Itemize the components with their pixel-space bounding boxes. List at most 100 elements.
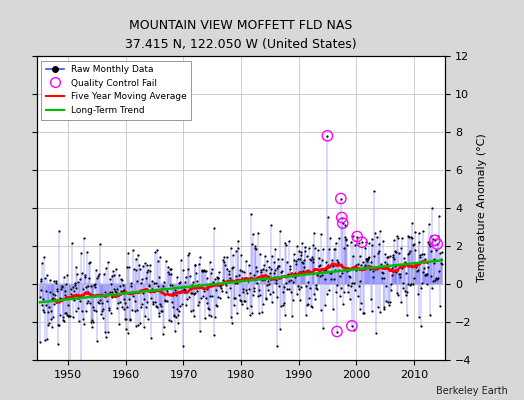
Point (161, 297, 169, 304)
Point (259, 262, 268, 268)
Point (206, 293, 214, 299)
Point (104, 259, 112, 265)
Point (260, 276, 269, 282)
Point (302, 312, 311, 318)
Point (183, 266, 192, 272)
Point (142, 304, 150, 310)
Point (46, 288, 54, 295)
Point (369, 268, 377, 274)
Point (239, 298, 248, 305)
Point (419, 228, 428, 234)
Point (297, 252, 305, 259)
Point (91, 281, 99, 288)
Point (269, 275, 277, 281)
Point (432, 274, 440, 281)
Point (244, 276, 252, 282)
Point (259, 301, 267, 308)
Point (132, 267, 140, 273)
Point (423, 239, 432, 246)
Point (284, 271, 292, 278)
Point (132, 323, 140, 330)
Point (296, 297, 304, 303)
Point (319, 246, 327, 252)
Point (243, 305, 251, 312)
Point (291, 258, 300, 264)
Point (134, 322, 143, 328)
Point (171, 292, 180, 298)
Point (405, 251, 413, 258)
Point (300, 264, 308, 270)
Point (139, 324, 148, 330)
Point (168, 282, 177, 288)
Point (217, 282, 225, 288)
Point (216, 295, 224, 301)
Point (287, 289, 296, 296)
Point (51, 292, 60, 298)
Point (413, 260, 421, 266)
Point (63, 312, 72, 318)
Point (228, 320, 237, 326)
Point (376, 228, 384, 234)
Point (339, 301, 347, 308)
Point (323, 133, 332, 139)
Point (66, 358, 74, 365)
Point (312, 282, 320, 288)
Point (176, 302, 184, 309)
Point (98, 300, 106, 306)
Point (188, 281, 196, 288)
Point (322, 266, 330, 272)
Title: MOUNTAIN VIEW MOFFETT FLD NAS
37.415 N, 122.050 W (United States): MOUNTAIN VIEW MOFFETT FLD NAS 37.415 N, … (125, 19, 357, 51)
Point (47, 316, 55, 322)
Point (228, 264, 236, 271)
Point (331, 266, 339, 273)
Point (394, 292, 402, 298)
Point (131, 298, 139, 304)
Point (106, 276, 114, 282)
Point (320, 302, 329, 309)
Point (401, 292, 410, 298)
Point (207, 312, 215, 319)
Point (172, 273, 181, 280)
Point (350, 327, 358, 333)
Point (286, 266, 294, 272)
Point (428, 205, 436, 211)
Point (136, 266, 144, 272)
Point (56, 295, 64, 302)
Point (145, 281, 153, 288)
Point (366, 265, 374, 272)
Point (335, 266, 344, 273)
Point (421, 256, 429, 262)
Point (69, 314, 78, 320)
Point (180, 287, 188, 293)
Point (283, 259, 291, 265)
Point (189, 278, 197, 285)
Point (182, 273, 190, 280)
Point (89, 304, 97, 310)
Point (375, 241, 384, 247)
Point (405, 234, 413, 240)
Point (82, 300, 91, 306)
Point (200, 268, 209, 274)
Point (291, 270, 299, 276)
Point (237, 252, 245, 258)
Point (302, 283, 310, 289)
Point (115, 320, 123, 327)
Point (199, 268, 208, 274)
Point (267, 266, 275, 272)
Point (234, 271, 243, 278)
Point (110, 286, 118, 292)
Point (241, 297, 249, 304)
Point (377, 261, 385, 268)
Point (241, 275, 249, 281)
Point (129, 266, 138, 272)
Point (210, 225, 219, 232)
Point (433, 276, 441, 282)
Point (219, 257, 227, 263)
Point (78, 308, 86, 314)
Point (118, 287, 127, 294)
Point (233, 310, 241, 316)
Point (271, 266, 279, 273)
Point (89, 318, 97, 325)
Point (231, 280, 239, 286)
Point (433, 241, 441, 247)
